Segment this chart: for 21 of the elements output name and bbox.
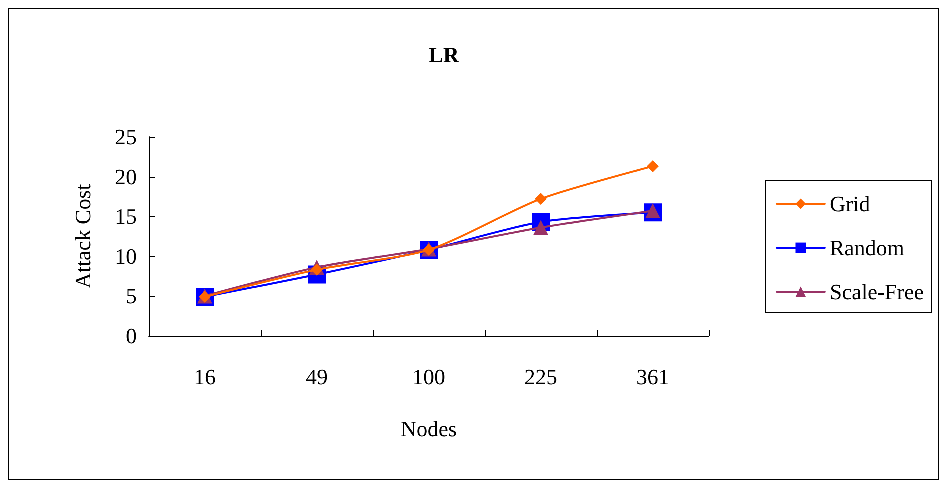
x-tick-label: 100	[412, 364, 446, 390]
y-axis-title: Attack Cost	[70, 184, 96, 289]
x-axis-title: Nodes	[400, 416, 458, 442]
x-tick-label: 49	[306, 364, 328, 390]
legend-label: Scale-Free	[830, 280, 924, 304]
legend-label: Random	[830, 236, 905, 260]
y-tick-label: 10	[115, 244, 137, 269]
point	[535, 193, 547, 206]
point	[646, 204, 660, 219]
y-tick-label: 5	[126, 284, 137, 309]
point	[647, 160, 659, 172]
y-tick-label: 0	[126, 324, 137, 348]
y-tick-label: 15	[115, 204, 137, 230]
x-tick-label: 225	[524, 364, 558, 390]
y-tick-label: 25	[115, 124, 137, 150]
y-tick-label: 20	[115, 164, 137, 190]
x-tick-label: 361	[636, 364, 670, 390]
chart-title: LR	[428, 42, 460, 68]
legend-label: Grid	[830, 192, 870, 216]
x-tick-label: 16	[194, 364, 216, 390]
point	[534, 220, 548, 236]
